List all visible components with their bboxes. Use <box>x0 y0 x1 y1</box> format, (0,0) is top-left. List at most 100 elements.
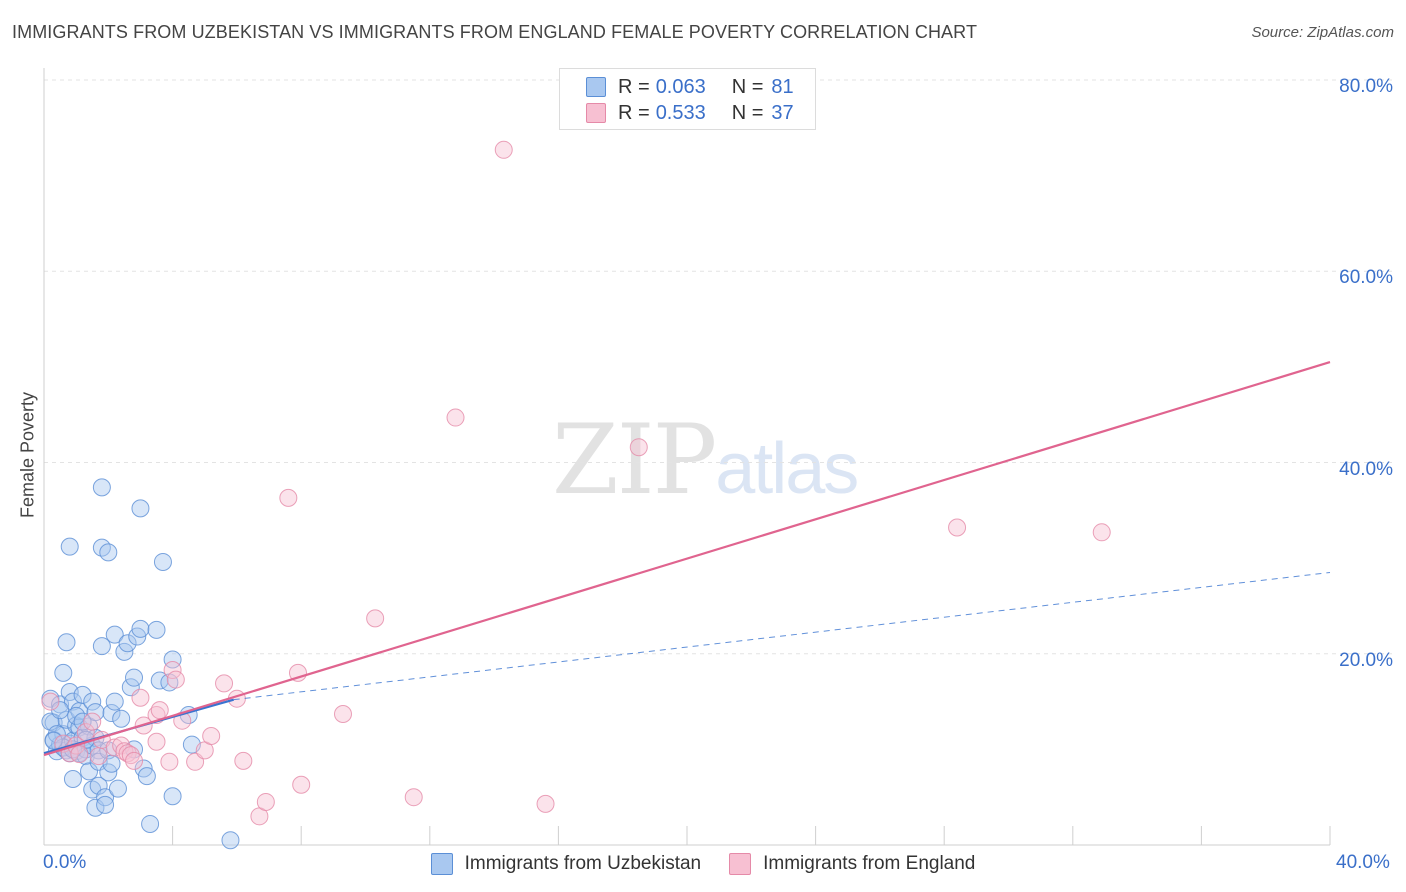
uzbekistan-point <box>73 712 92 731</box>
x-tick-label-min: 0.0% <box>43 852 87 873</box>
watermark: ZIPatlas <box>552 404 859 516</box>
uzbekistan-point <box>63 770 82 789</box>
stats-legend: R = 0.063 N = 81 R = 0.533 N = 37 <box>559 68 816 130</box>
legend-item-england[interactable]: Immigrants from England <box>729 853 975 875</box>
england-point <box>150 701 169 720</box>
x-tick-label-max: 40.0% <box>1336 852 1390 873</box>
stats-row-england: R = 0.533 N = 37 <box>586 101 794 125</box>
england-point <box>125 751 144 770</box>
uzbekistan-point <box>221 831 240 850</box>
england-point <box>1092 523 1111 542</box>
uzbekistan-point <box>60 537 79 556</box>
england-point <box>166 670 185 689</box>
england-point <box>536 794 555 813</box>
uzbekistan-point <box>83 692 102 711</box>
uzbekistan-point <box>89 776 108 795</box>
pink-swatch <box>729 853 752 875</box>
england-point <box>163 661 182 680</box>
england-point <box>186 752 205 771</box>
england-point <box>147 732 166 751</box>
n-label: N = <box>731 75 764 98</box>
england-point <box>446 408 465 427</box>
england-point <box>948 518 967 537</box>
england-point <box>279 488 298 507</box>
uzbekistan-point <box>57 633 76 652</box>
legend-label-england: Immigrants from England <box>763 853 976 874</box>
uzbekistan-point <box>141 814 160 833</box>
england-point <box>256 792 275 811</box>
r-label: R = <box>618 75 650 98</box>
uzbekistan-point <box>92 637 111 656</box>
series-legend: Immigrants from Uzbekistan Immigrants fr… <box>0 851 1406 877</box>
trend-lines <box>43 361 1331 757</box>
axes <box>43 68 1331 846</box>
england-point <box>494 140 513 159</box>
uzbekistan-point <box>125 668 144 687</box>
y-tick-label: 20.0% <box>1339 649 1393 671</box>
england-trend-line <box>43 361 1331 757</box>
england-point <box>333 704 352 723</box>
stats-row-uzbekistan: R = 0.063 N = 81 <box>586 75 794 99</box>
n-value: 37 <box>771 101 794 124</box>
england-point <box>89 747 108 766</box>
uzbekistan-trend-dashed <box>233 571 1331 701</box>
uzbekistan-point <box>96 795 115 814</box>
uzbekistan-point <box>108 779 127 798</box>
pink-swatch <box>586 103 606 123</box>
uzbekistan-point <box>153 552 172 571</box>
england-point <box>41 692 60 711</box>
uzbekistan-point <box>102 704 121 723</box>
y-tick-label: 80.0% <box>1339 76 1393 97</box>
n-label: N = <box>731 101 764 124</box>
legend-item-uzbekistan[interactable]: Immigrants from Uzbekistan <box>430 853 702 875</box>
watermark-atlas: atlas <box>715 429 859 509</box>
source-label: Source: ZipAtlas.com <box>1251 24 1394 41</box>
watermark-zip: ZIP <box>552 404 717 516</box>
uzbekistan-point <box>163 650 182 669</box>
uzbekistan-point <box>118 634 137 653</box>
england-point <box>118 744 137 763</box>
y-tick-label: 40.0% <box>1339 458 1393 480</box>
uzbekistan-point <box>63 692 82 711</box>
uzbekistan-point <box>96 788 115 807</box>
england-point <box>215 674 234 693</box>
uzbekistan-point <box>92 478 111 497</box>
england-points <box>41 140 1111 826</box>
legend-label-uzbekistan: Immigrants from Uzbekistan <box>464 853 702 874</box>
england-point <box>112 736 131 755</box>
uzbekistan-point <box>131 619 150 638</box>
uzbekistan-point <box>86 703 105 722</box>
england-point <box>121 746 140 765</box>
uzbekistan-point <box>112 709 131 728</box>
england-point <box>629 438 648 457</box>
uzbekistan-points <box>41 478 240 850</box>
england-point <box>366 609 385 628</box>
uzbekistan-point <box>73 685 92 704</box>
england-point <box>292 775 311 794</box>
england-point <box>404 788 423 807</box>
gridlines <box>44 79 1392 655</box>
chart-title: IMMIGRANTS FROM UZBEKISTAN VS IMMIGRANTS… <box>12 22 978 42</box>
uzbekistan-point <box>163 787 182 806</box>
uzbekistan-point <box>147 620 166 639</box>
r-value: 0.533 <box>655 101 706 124</box>
r-label: R = <box>618 101 650 124</box>
england-point <box>202 726 221 745</box>
england-point <box>83 712 102 731</box>
blue-swatch <box>586 77 606 97</box>
england-point <box>131 688 150 707</box>
england-point <box>160 752 179 771</box>
uzbekistan-point <box>54 663 73 682</box>
uzbekistan-point <box>105 625 124 644</box>
y-tick-label: 60.0% <box>1339 267 1393 289</box>
uzbekistan-point <box>99 543 118 562</box>
england-point <box>234 751 253 770</box>
r-value: 0.063 <box>655 75 706 98</box>
uzbekistan-point <box>131 499 150 518</box>
uzbekistan-point <box>80 762 99 781</box>
uzbekistan-point <box>105 692 124 711</box>
n-value: 81 <box>771 75 794 98</box>
uzbekistan-point <box>137 767 156 786</box>
england-point <box>70 745 89 764</box>
